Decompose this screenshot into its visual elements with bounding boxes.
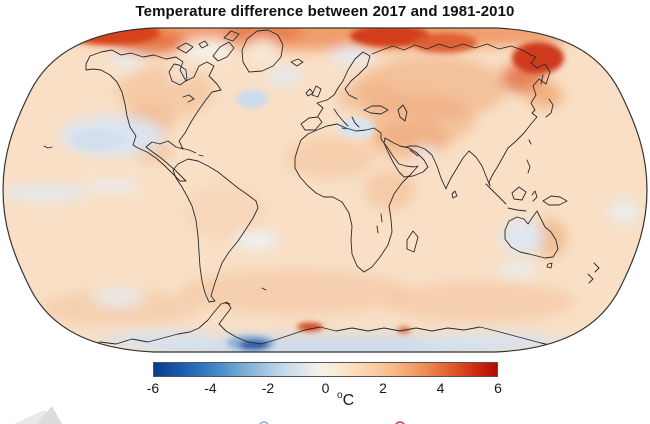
colorbar-tick: 4 (436, 380, 445, 396)
coastlines (43, 29, 600, 348)
map-boundary (2, 27, 648, 353)
colorbar-tick: -6 (146, 380, 160, 396)
watermark-logos (14, 406, 405, 424)
colorbar (153, 362, 498, 377)
colorbar-tick: 6 (494, 380, 502, 396)
colorbar-tick: -2 (261, 380, 275, 396)
colorbar-tick: 2 (379, 380, 387, 396)
figure-title: Temperature difference between 2017 and … (135, 3, 515, 20)
unit-letter: C (342, 392, 355, 409)
colorbar-tick: -4 (204, 380, 217, 396)
colorbar-unit-label: oC (337, 390, 354, 410)
degree-symbol: o (337, 390, 343, 401)
anomaly-field (3, 28, 647, 352)
colorbar-tick: 0 (321, 380, 330, 396)
